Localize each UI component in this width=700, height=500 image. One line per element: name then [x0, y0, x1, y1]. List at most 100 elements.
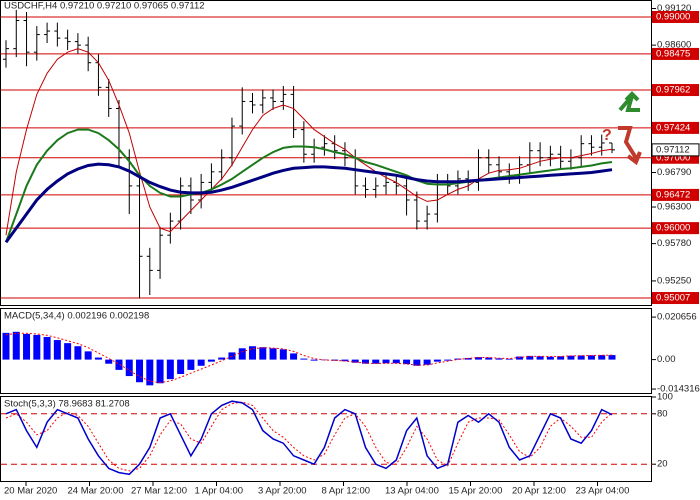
- level-label-box: [652, 188, 699, 201]
- moving-average: [5, 48, 613, 236]
- macd-bar: [413, 359, 421, 366]
- macd-bar: [577, 355, 585, 360]
- y-tick-label: 0.99120: [657, 3, 691, 14]
- y-tick-label: -0.014316: [657, 384, 700, 395]
- macd-bar: [33, 334, 41, 360]
- stoch-title: Stoch(5,3,3) 78.9683 81.2708: [4, 399, 130, 410]
- macd-bar: [608, 355, 616, 360]
- macd-bar: [351, 359, 359, 363]
- down-arrow-head: [626, 151, 642, 166]
- macd-bar: [43, 336, 51, 360]
- macd-bar: [485, 357, 493, 360]
- y-tick-label: 80: [657, 408, 668, 419]
- level-label-box: [652, 84, 699, 97]
- moving-average: [4, 162, 613, 244]
- plot-layer: 0.99120 0.98600 0.96790 0.96300 0.95780 0.952…: [1, 3, 700, 497]
- x-tick-label: 3 Apr 20:00: [258, 486, 307, 497]
- macd-bar: [495, 358, 503, 360]
- macd-bar: [238, 348, 246, 360]
- macd-signal: [5, 332, 613, 384]
- macd-bar: [423, 359, 431, 365]
- macd-bar: [125, 359, 133, 377]
- macd-bar: [454, 358, 462, 360]
- y-tick-label: 0.96790: [657, 167, 691, 178]
- x-tick-label: 15 Apr 20:00: [449, 486, 503, 497]
- y-tick-label: 0.96300: [657, 202, 691, 213]
- macd-title: MACD(5,34,4) 0.002196 0.002198: [4, 311, 149, 322]
- up-arrow: [618, 94, 640, 112]
- x-tick-label: 20 Mar 2020: [4, 486, 57, 497]
- macd-bar: [331, 359, 339, 361]
- macd-bar: [372, 359, 380, 364]
- macd-bar: [94, 357, 102, 360]
- level-label: 0.98475: [656, 48, 690, 59]
- macd-bar: [12, 331, 20, 360]
- y-tick-label: 0.020656: [657, 312, 697, 323]
- level-label: 0.97962: [656, 85, 690, 96]
- x-tick-label: 1 Apr 04:00: [195, 486, 244, 497]
- macd-bar: [546, 356, 554, 360]
- macd-bar: [166, 359, 174, 380]
- macd-bar: [587, 355, 595, 360]
- macd-bar: [279, 349, 287, 360]
- x-tick-label: 8 Apr 12:00: [322, 486, 371, 497]
- macd-bar: [177, 359, 185, 375]
- x-tick-label: 27 Mar 12:00: [131, 486, 187, 497]
- macd-bar: [84, 351, 92, 360]
- macd-bar: [249, 346, 257, 360]
- macd-bar: [23, 333, 31, 360]
- macd-bar: [105, 359, 113, 364]
- macd-bar: [392, 359, 400, 364]
- stoch-panel: [0, 396, 652, 482]
- macd-bar: [187, 359, 195, 370]
- stoch-k: [5, 400, 613, 476]
- level-label-box: [652, 292, 699, 305]
- macd-bar: [136, 359, 144, 383]
- y-tick-label: 20: [657, 459, 668, 470]
- level-label: 0.95007: [656, 293, 690, 304]
- macd-bar: [557, 356, 565, 360]
- macd-bar: [218, 357, 226, 360]
- macd-bar: [361, 359, 369, 364]
- macd-bar: [156, 359, 164, 384]
- macd-bar: [259, 347, 267, 360]
- level-label: 0.97000: [656, 152, 690, 163]
- y-tick-label: 0.95250: [657, 275, 691, 286]
- level-label: 0.96000: [656, 223, 690, 234]
- macd-bar: [341, 359, 349, 362]
- macd-bar: [444, 359, 452, 361]
- moving-average: [5, 128, 613, 243]
- macd-bar: [146, 359, 154, 386]
- level-label: 0.99000: [656, 11, 690, 22]
- macd-bar: [567, 355, 575, 360]
- level-label-box: [652, 47, 699, 60]
- x-tick-label: 23 Apr 04:00: [576, 486, 630, 497]
- macd-bar: [474, 357, 482, 360]
- macd-bar: [197, 359, 205, 366]
- y-tick-label: 100: [657, 392, 673, 403]
- question-mark: ?: [602, 127, 612, 144]
- level-label-box: [652, 121, 699, 134]
- signal-icons: ?: [602, 91, 642, 166]
- macd-bar: [536, 356, 544, 360]
- macd-bar: [403, 359, 411, 365]
- level-label-box: [652, 222, 699, 235]
- macd-bar: [505, 358, 513, 360]
- macd-bar: [64, 343, 72, 360]
- x-tick-label: 20 Apr 12:00: [512, 486, 566, 497]
- macd-bar: [290, 353, 298, 360]
- macd-bar: [74, 346, 82, 360]
- last-price-box: [651, 143, 700, 157]
- stoch-d: [5, 401, 613, 472]
- x-tick-label: 24 Mar 20:00: [68, 486, 124, 497]
- macd-bar: [2, 332, 10, 360]
- last-price-label: 0.97112: [656, 144, 690, 155]
- macd-bar: [207, 359, 215, 362]
- macd-bar: [516, 356, 524, 360]
- down-arrow: [618, 126, 638, 160]
- level-label: 0.96472: [656, 189, 690, 200]
- up-arrow-head: [624, 91, 640, 102]
- macd-bar: [269, 348, 277, 360]
- x-tick-label: 13 Apr 04:00: [385, 486, 439, 497]
